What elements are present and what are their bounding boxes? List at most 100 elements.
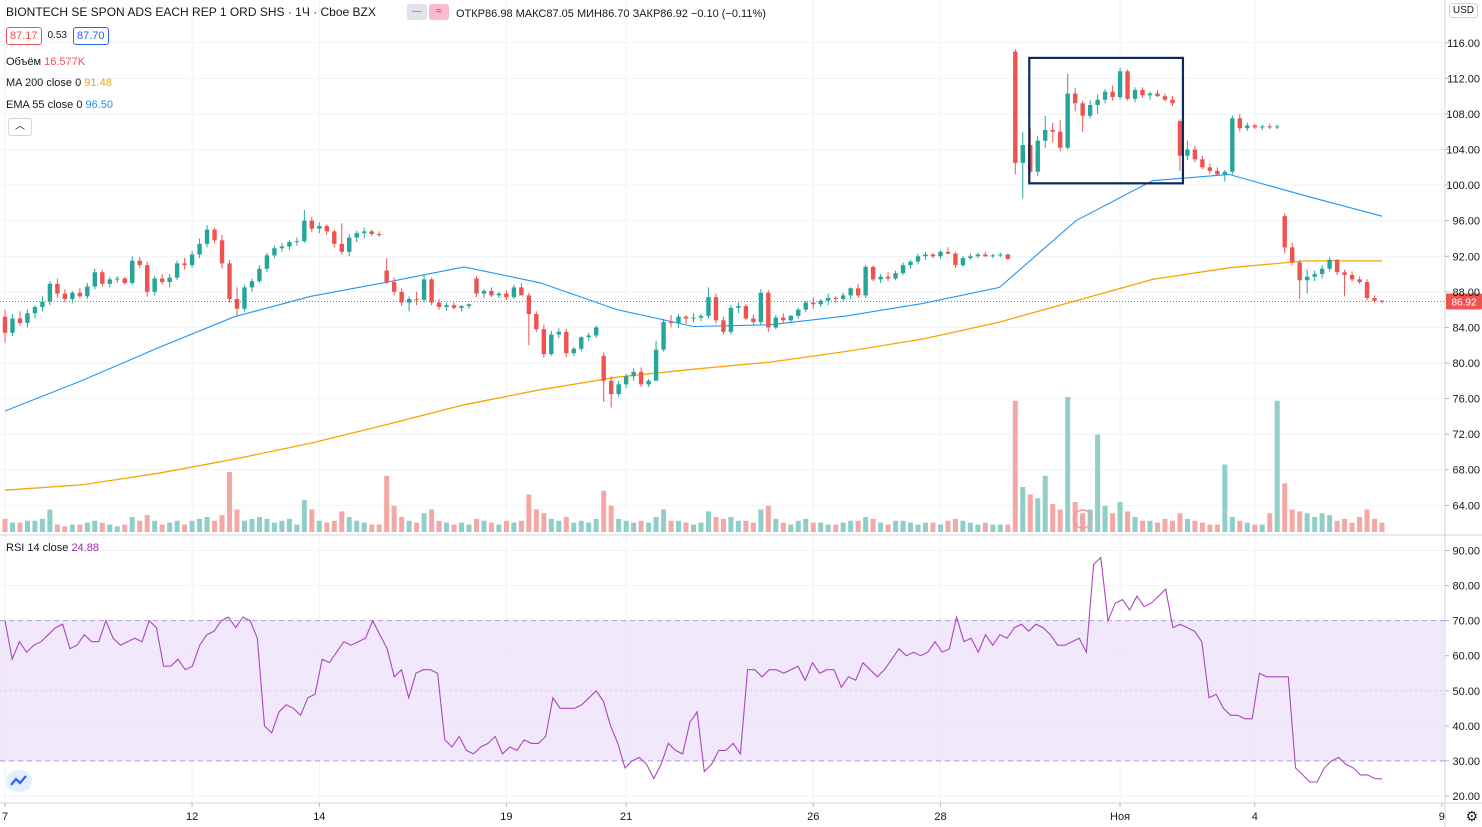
volume-bar	[908, 522, 914, 532]
gear-icon[interactable]: ⚙	[1465, 808, 1478, 824]
symbol-legend: BIONTECH SE SPON ADS EACH REP 1 ORD SHS …	[6, 5, 376, 19]
candle-body	[324, 226, 329, 232]
volume-bar	[1057, 509, 1063, 532]
candle-body	[691, 317, 696, 319]
volume-legend[interactable]: Объём 16.577K	[6, 55, 85, 69]
wave-toggle-icon[interactable]: ≈	[429, 4, 449, 20]
candle	[1282, 213, 1287, 254]
candle-body	[1170, 99, 1175, 104]
volume-bar	[1080, 513, 1086, 532]
candle	[840, 292, 846, 302]
time-tick-label: 14	[313, 811, 325, 823]
candle	[399, 288, 404, 307]
candle-body	[152, 278, 157, 292]
volume-bar	[1065, 397, 1071, 532]
candle	[272, 245, 277, 259]
candle	[1275, 124, 1280, 130]
ohlc-legend: ОТКР86.98 МАКС87.05 МИН86.70 ЗАКР86.92 −…	[456, 7, 766, 21]
volume-bar	[2, 518, 8, 532]
candle-body	[1289, 247, 1295, 263]
candle	[1230, 115, 1235, 175]
quote-row: 87.17 0.53 87.70	[6, 27, 109, 45]
candle	[1260, 124, 1265, 130]
low-label: МИН	[576, 8, 602, 20]
volume-bar	[129, 517, 135, 532]
candle	[1043, 115, 1048, 148]
time-tick-label: Ноя	[1110, 811, 1130, 823]
high-value: 87.05	[546, 8, 574, 20]
line-toggle-icon[interactable]: ―	[407, 4, 427, 20]
candle	[144, 261, 150, 297]
volume-bar	[586, 522, 592, 532]
volume-bar	[833, 524, 839, 532]
candle	[55, 278, 60, 299]
volume-bar	[915, 524, 921, 532]
candle-body	[646, 380, 651, 385]
collapse-legend-button[interactable]: ︿	[8, 118, 32, 136]
candle	[406, 296, 412, 312]
candle	[811, 297, 816, 309]
chart-toggle[interactable]: ― ≈	[407, 4, 449, 20]
candle	[1357, 276, 1362, 284]
volume-bar	[511, 522, 517, 532]
candle-body	[751, 318, 756, 323]
candle	[549, 330, 554, 356]
volume-bar	[1020, 487, 1026, 532]
candle-body	[953, 253, 958, 266]
candle-body	[1140, 89, 1145, 96]
volume-bar	[893, 520, 899, 532]
candle	[1327, 257, 1332, 272]
price-tick-label: 108.00	[1446, 109, 1480, 121]
candle	[212, 227, 217, 243]
bid-button[interactable]: 87.17	[6, 27, 42, 45]
candle	[234, 287, 240, 316]
candle	[541, 324, 547, 358]
ma-legend[interactable]: MA 200 close 0 91.48	[6, 76, 112, 90]
candle	[953, 251, 958, 268]
candle	[526, 292, 532, 346]
volume-bar	[1364, 509, 1370, 532]
candle	[945, 247, 951, 255]
ma-value: 91.48	[84, 77, 112, 89]
volume-bar	[1162, 518, 1168, 532]
annotation-rectangle	[1028, 56, 1185, 185]
volume-bar	[376, 524, 382, 532]
candle	[391, 277, 397, 296]
ema-legend[interactable]: EMA 55 close 0 96.50	[6, 98, 113, 112]
volume-bar	[676, 520, 682, 532]
candle-body	[17, 318, 23, 323]
candle-body	[975, 254, 981, 257]
volume-bar	[473, 518, 479, 532]
volume-bar	[698, 522, 704, 532]
candle	[421, 274, 427, 303]
candle-body	[923, 254, 928, 257]
candle-body	[294, 241, 300, 243]
candle-series	[2, 49, 1385, 408]
currency-button[interactable]: USD	[1448, 3, 1478, 18]
candle	[130, 256, 135, 285]
candle	[736, 302, 741, 314]
candle	[571, 346, 576, 356]
candle	[1013, 49, 1018, 175]
candle	[100, 269, 105, 287]
volume-bar	[1334, 520, 1340, 532]
candle	[1200, 155, 1205, 170]
rsi-legend[interactable]: RSI 14 close 24.88	[6, 541, 99, 555]
volume-bar	[399, 517, 405, 532]
tradingview-logo-icon[interactable]	[6, 770, 32, 792]
volume-bar	[803, 518, 809, 532]
candle	[1125, 69, 1130, 101]
candle	[40, 296, 45, 312]
volume-bar	[1042, 475, 1048, 532]
candle	[1058, 120, 1063, 152]
candle-body	[309, 220, 315, 229]
volume-bar	[1177, 513, 1183, 532]
volume-bar	[1072, 502, 1078, 532]
ask-button[interactable]: 87.70	[73, 27, 109, 45]
volume-bar	[174, 520, 180, 532]
candle	[855, 283, 861, 299]
volume-bar	[990, 524, 996, 532]
time-tick-label: 26	[807, 811, 819, 823]
volume-bar	[997, 524, 1003, 532]
